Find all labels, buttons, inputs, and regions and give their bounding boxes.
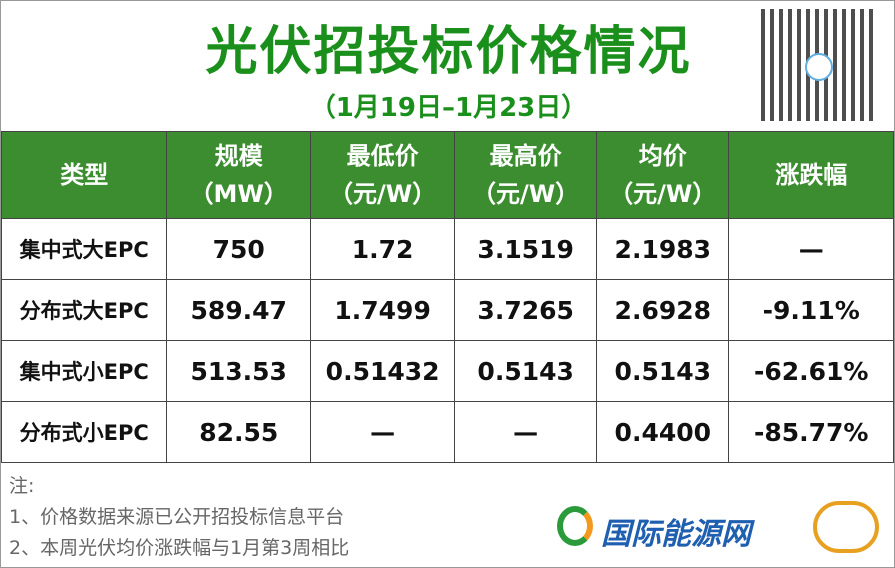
- cell: 1.72: [310, 218, 456, 280]
- header-cell: 规模 （MW）: [166, 131, 312, 219]
- price-table: 类型 规模 （MW） 最低价 （元/W） 最高价 （元/W） 均价 （元/W） 涨跌幅集中式大EP…: [1, 131, 894, 463]
- header-cell: 涨跌幅: [728, 131, 894, 219]
- note-line: 1、价格数据来源已公开招投标信息平台: [9, 506, 345, 528]
- header-cell: 均价 （元/W）: [596, 131, 730, 219]
- header-text: （元/W）: [328, 180, 437, 208]
- cell: 589.47: [166, 279, 312, 341]
- header-text: 类型: [60, 161, 109, 189]
- header-row: 类型 规模 （MW） 最低价 （元/W） 最高价 （元/W） 均价 （元/W） 涨跌幅: [1, 131, 894, 219]
- cell: -85.77%: [728, 401, 894, 463]
- cell: —: [728, 218, 894, 280]
- data-row: 集中式大EPC 750 1.72 3.1519 2.1983—: [1, 218, 894, 280]
- header-text: （MW）: [189, 180, 288, 208]
- cell: 1.7499: [310, 279, 456, 341]
- header-cell: 类型: [1, 131, 168, 219]
- header-text: 最高价: [489, 142, 562, 170]
- cell: 0.5143: [596, 340, 730, 402]
- header-cell: 最高价 （元/W）: [454, 131, 598, 219]
- cell: 3.7265: [454, 279, 598, 341]
- cell: -9.11%: [728, 279, 894, 341]
- header-cell: 最低价 （元/W）: [310, 131, 456, 219]
- cell: 0.51432: [310, 340, 456, 402]
- data-row: 分布式小EPC 82.55— —0.4400 -85.77%: [1, 401, 894, 463]
- cell: —: [454, 401, 598, 463]
- cell: 分布式大EPC: [1, 279, 168, 341]
- data-row: 集中式小EPC 513.53 0.51432 0.5143 0.5143 -62.61%: [1, 340, 894, 402]
- anniversary-badge: [813, 501, 879, 553]
- data-row: 分布式大EPC 589.47 1.7499 3.7265 2.6928 -9.11%: [1, 279, 894, 341]
- cell: 0.5143: [454, 340, 598, 402]
- cell: 集中式小EPC: [1, 340, 168, 402]
- cell: -62.61%: [728, 340, 894, 402]
- header-text: （元/W）: [472, 180, 580, 208]
- logo-icon: [557, 506, 593, 546]
- cell: 集中式大EPC: [1, 218, 168, 280]
- qr-code: [761, 9, 873, 121]
- cell: 2.6928: [596, 279, 730, 341]
- cell: 分布式小EPC: [1, 401, 168, 463]
- subtitle: （1月19日–1月23日）: [309, 93, 588, 123]
- logo-text: 国际能源网: [601, 517, 751, 552]
- header-text: （元/W）: [609, 180, 717, 208]
- cell: 3.1519: [454, 218, 598, 280]
- header-text: 均价: [638, 142, 687, 170]
- cell: 82.55: [166, 401, 312, 463]
- cell: 513.53: [166, 340, 312, 402]
- title: 光伏招投标价格情况: [205, 22, 692, 82]
- header-text: 涨跌幅: [775, 161, 848, 189]
- header-text: 最低价: [346, 142, 419, 170]
- note-line: 注:: [9, 475, 35, 497]
- cell: 2.1983: [596, 218, 730, 280]
- cell: 0.4400: [596, 401, 730, 463]
- header-text: 规模: [214, 142, 263, 170]
- cell: —: [310, 401, 456, 463]
- cell: 750: [166, 218, 312, 280]
- note-line: 2、本周光伏均价涨跌幅与1月第3周相比: [9, 537, 350, 559]
